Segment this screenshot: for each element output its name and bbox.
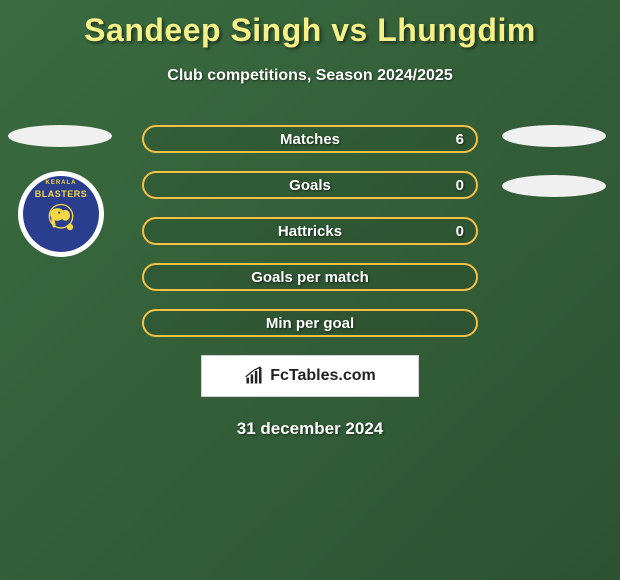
comparison-title: Sandeep Singh vs Lhungdim (0, 0, 620, 49)
chart-icon (244, 366, 264, 386)
stat-right-value: 0 (456, 223, 464, 240)
right-club-placeholder (502, 175, 606, 197)
stats-area: KERALA BLASTERS Matches 6 (0, 125, 620, 337)
stat-label: Goals (289, 177, 331, 194)
stat-label: Goals per match (251, 269, 369, 286)
date-text: 31 december 2024 (0, 419, 620, 439)
branding-box: FcTables.com (201, 355, 419, 397)
elephant-icon (43, 200, 79, 236)
stat-right-value: 0 (456, 177, 464, 194)
left-player-badges: KERALA BLASTERS (8, 125, 118, 257)
stat-right-value: 6 (456, 131, 464, 148)
club-arc-text: KERALA (46, 180, 77, 186)
club-logo-inner: KERALA BLASTERS (23, 176, 99, 252)
stat-row-goals-per-match: Goals per match (142, 263, 478, 291)
comparison-subtitle: Club competitions, Season 2024/2025 (0, 67, 620, 85)
stat-label: Min per goal (266, 315, 354, 332)
stat-rows-container: Matches 6 Goals 0 Hattricks 0 Goals per … (142, 125, 478, 337)
branding-text: FcTables.com (270, 367, 376, 385)
stat-row-hattricks: Hattricks 0 (142, 217, 478, 245)
right-flag-placeholder (502, 125, 606, 147)
stat-label: Hattricks (278, 223, 342, 240)
stat-row-min-per-goal: Min per goal (142, 309, 478, 337)
stat-row-matches: Matches 6 (142, 125, 478, 153)
left-flag-placeholder (8, 125, 112, 147)
left-club-logo: KERALA BLASTERS (18, 171, 104, 257)
right-player-badges (502, 125, 612, 221)
stat-label: Matches (280, 131, 340, 148)
club-name-text: BLASTERS (35, 189, 88, 199)
stat-row-goals: Goals 0 (142, 171, 478, 199)
